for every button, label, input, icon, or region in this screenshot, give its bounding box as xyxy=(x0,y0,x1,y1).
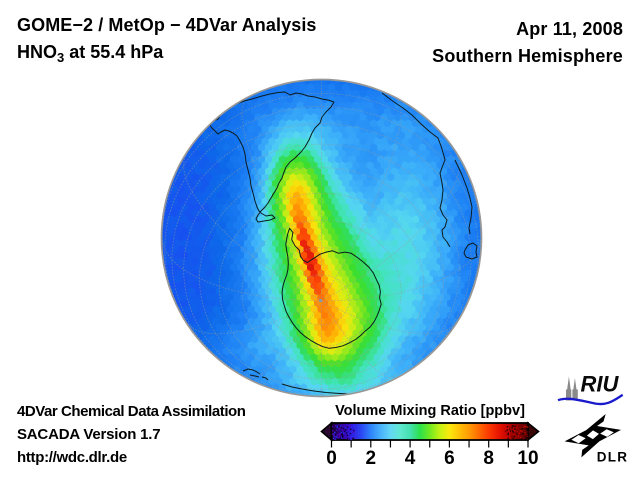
svg-text:4: 4 xyxy=(405,448,416,469)
svg-text:8: 8 xyxy=(483,448,494,469)
svg-text:RIU: RIU xyxy=(581,373,620,396)
svg-text:6: 6 xyxy=(444,448,455,469)
svg-text:10: 10 xyxy=(517,448,538,469)
svg-text:0: 0 xyxy=(326,448,337,469)
svg-text:2: 2 xyxy=(366,448,377,469)
svg-text:DLR: DLR xyxy=(597,450,628,465)
svg-text:Volume Mixing Ratio [ppbv]: Volume Mixing Ratio [ppbv] xyxy=(335,403,525,419)
